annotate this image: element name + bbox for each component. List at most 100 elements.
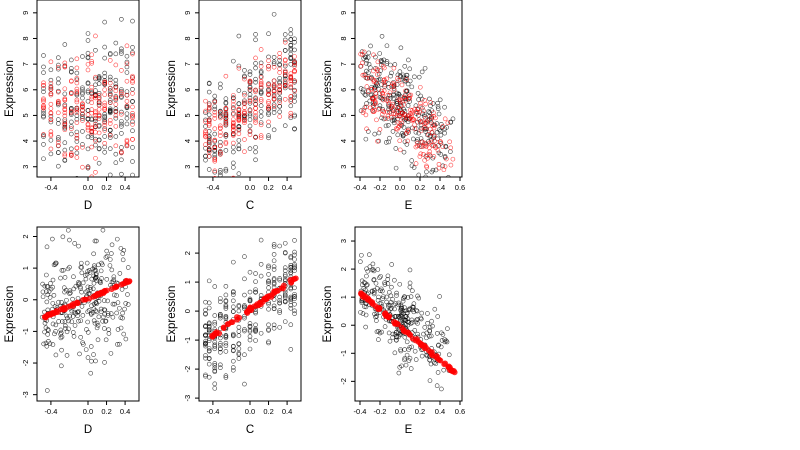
black-data-point [83, 276, 89, 282]
red-data-point [361, 72, 367, 78]
red-data-point [282, 83, 288, 89]
black-data-point [406, 358, 412, 363]
black-data-point [206, 278, 212, 284]
black-data-point [413, 308, 419, 313]
red-data-point [254, 301, 261, 308]
black-data-point [92, 238, 98, 244]
black-data-point [363, 54, 369, 60]
black-data-point [374, 285, 380, 291]
black-data-point [368, 65, 373, 70]
red-data-point [223, 139, 229, 145]
x-tick-label: 0.2 [101, 183, 111, 192]
black-data-point [407, 280, 413, 286]
black-data-point [125, 265, 131, 270]
black-data-point [247, 123, 253, 129]
black-data-point [62, 91, 68, 97]
red-data-point [242, 137, 247, 142]
black-data-point [206, 325, 212, 330]
black-data-point [359, 252, 364, 258]
red-data-point [62, 119, 68, 125]
black-data-point [75, 213, 79, 217]
black-data-point [384, 140, 389, 145]
black-data-point [277, 103, 282, 109]
black-data-point [258, 103, 264, 109]
black-data-point [364, 266, 369, 272]
y-tick-label: 1 [183, 280, 192, 284]
red-data-point [277, 70, 282, 75]
black-data-point [67, 288, 73, 294]
red-data-point [359, 60, 365, 66]
black-data-point [236, 303, 242, 308]
black-data-point [117, 341, 122, 347]
y-axis-title: Expression [4, 60, 16, 117]
black-data-point [100, 262, 105, 268]
red-data-point [266, 63, 271, 69]
black-data-point [288, 42, 294, 48]
black-data-point [366, 290, 371, 296]
red-data-point [203, 128, 208, 134]
black-data-point [223, 283, 229, 289]
black-data-point [407, 284, 413, 290]
black-data-point [358, 310, 363, 315]
black-data-point [434, 331, 440, 336]
red-data-point [364, 126, 369, 132]
black-data-point [277, 95, 282, 101]
black-data-point [435, 136, 440, 142]
y-tick-label: 3 [339, 239, 348, 243]
black-data-point [95, 337, 101, 343]
black-data-point [40, 289, 46, 295]
black-data-point [56, 121, 61, 126]
black-data-point [71, 334, 77, 339]
red-data-point [282, 72, 288, 77]
black-data-point [271, 54, 277, 60]
black-data-point [438, 128, 443, 134]
x-tick-label: -0.4 [206, 183, 219, 192]
black-data-point [111, 292, 117, 298]
red-data-point [416, 117, 422, 122]
red-data-point [247, 80, 253, 85]
black-data-point [402, 355, 408, 361]
black-data-point [384, 294, 389, 300]
black-data-point [364, 101, 369, 106]
black-data-point [409, 84, 415, 90]
black-data-point [113, 77, 119, 83]
red-data-point [62, 64, 68, 70]
y-tick-label: -3 [183, 395, 192, 402]
black-data-point [59, 319, 65, 324]
red-data-point [413, 144, 419, 150]
red-data-point [48, 91, 54, 96]
black-data-point [277, 277, 282, 283]
black-data-point [206, 321, 212, 327]
black-data-point [442, 337, 447, 342]
red-data-point [130, 51, 135, 57]
red-data-point [361, 107, 367, 113]
red-data-point [448, 162, 454, 168]
black-data-point [427, 357, 432, 363]
red-data-point [399, 120, 405, 126]
black-data-point [104, 248, 110, 254]
red-data-point [247, 132, 253, 137]
black-data-point [41, 114, 46, 120]
black-data-point [282, 273, 288, 279]
black-data-point [424, 352, 429, 358]
scatter-panel-1: -0.4 0.0 0.2 0.4 3 4 5 6 7 8 9 D Expression [4, 0, 140, 217]
red-data-point [85, 112, 91, 118]
x-tick-label: -0.4 [354, 183, 367, 192]
black-data-point [48, 119, 54, 125]
black-data-point [253, 32, 258, 37]
black-data-point [74, 139, 80, 144]
red-data-point [93, 129, 98, 135]
x-axis-title: D [84, 424, 92, 436]
black-data-point [91, 280, 97, 286]
black-data-point [258, 70, 264, 76]
black-data-point [236, 88, 242, 93]
red-data-point [203, 98, 208, 104]
black-data-point [369, 85, 374, 90]
black-data-point [379, 115, 384, 121]
black-data-point [236, 63, 242, 69]
black-data-point [88, 285, 93, 290]
red-data-point [379, 88, 384, 94]
black-data-point [394, 82, 400, 87]
black-data-point [394, 293, 399, 298]
black-data-point [282, 123, 288, 128]
